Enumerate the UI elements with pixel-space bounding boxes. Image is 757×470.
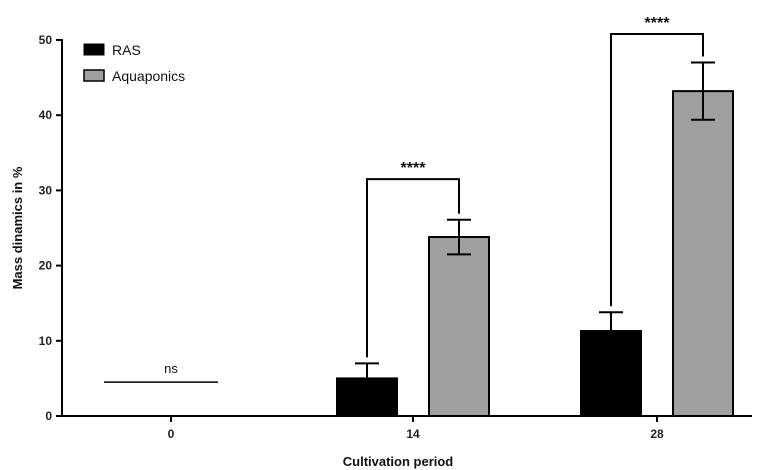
y-tick-label: 20 <box>39 259 53 273</box>
ns-label: ns <box>164 361 178 376</box>
x-tick-label: 0 <box>168 427 175 441</box>
y-tick-label: 50 <box>39 33 53 47</box>
significance-annotations: ns **** **** <box>104 15 704 383</box>
legend: RAS Aquaponics <box>83 42 185 84</box>
significance-label: **** <box>401 160 427 177</box>
y-axis-title: Mass dinamics in % <box>10 166 25 289</box>
y-tick-label: 0 <box>45 409 52 423</box>
bars <box>336 61 734 418</box>
y-tick-label: 30 <box>39 183 53 197</box>
x-tick-label: 14 <box>406 427 420 441</box>
y-tick-label: 40 <box>39 108 53 122</box>
error-bar-aquaponics-28 <box>691 61 715 121</box>
legend-label-ras: RAS <box>112 42 141 58</box>
significance-bracket <box>366 178 460 358</box>
x-axis: 0 14 28 <box>62 415 752 441</box>
y-tick-label: 10 <box>39 334 53 348</box>
legend-label-aquaponics: Aquaponics <box>112 68 185 84</box>
bar-aquaponics-14 <box>428 236 490 417</box>
y-axis: 0 10 20 30 40 50 <box>39 33 63 423</box>
x-tick-label: 28 <box>650 427 664 441</box>
bar-aquaponics-28 <box>672 90 734 418</box>
legend-swatch-aquaponics <box>83 69 105 82</box>
legend-swatch-ras <box>83 43 105 56</box>
error-bar-aquaponics-14 <box>447 218 471 256</box>
significance-bracket <box>610 32 704 307</box>
error-bar-ras-28 <box>599 311 623 351</box>
significance-label: **** <box>645 15 671 32</box>
error-bar-ras-14 <box>355 362 379 395</box>
x-axis-title: Cultivation period <box>343 454 454 469</box>
